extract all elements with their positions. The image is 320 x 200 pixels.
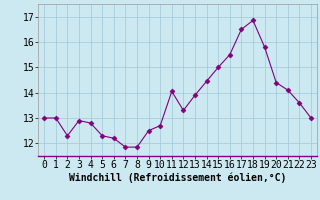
X-axis label: Windchill (Refroidissement éolien,°C): Windchill (Refroidissement éolien,°C) [69, 173, 286, 183]
